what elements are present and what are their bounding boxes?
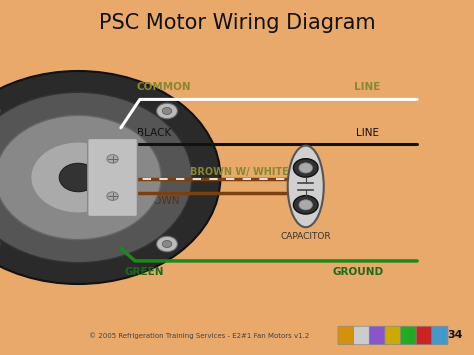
Circle shape (59, 163, 97, 192)
FancyBboxPatch shape (338, 326, 354, 345)
Text: PSC Motor Wiring Diagram: PSC Motor Wiring Diagram (99, 13, 375, 33)
Circle shape (156, 103, 177, 119)
Text: BROWN W/ WHITE: BROWN W/ WHITE (190, 167, 289, 177)
Circle shape (293, 159, 318, 177)
Circle shape (107, 155, 118, 163)
Text: GROUND: GROUND (332, 267, 383, 277)
Text: GREEN: GREEN (125, 267, 164, 277)
Text: © 2005 Refrigeration Training Services - E2#1 Fan Motors v1.2: © 2005 Refrigeration Training Services -… (89, 332, 309, 339)
Text: BLACK: BLACK (137, 128, 171, 138)
Circle shape (156, 236, 177, 252)
FancyBboxPatch shape (401, 326, 417, 345)
Circle shape (162, 108, 172, 115)
Circle shape (0, 71, 220, 284)
Text: BROWN: BROWN (138, 196, 179, 206)
FancyBboxPatch shape (385, 326, 401, 345)
FancyBboxPatch shape (416, 326, 432, 345)
FancyBboxPatch shape (88, 138, 137, 217)
Text: COMMON: COMMON (136, 82, 191, 92)
FancyBboxPatch shape (354, 326, 370, 345)
Circle shape (0, 92, 192, 263)
FancyBboxPatch shape (369, 326, 385, 345)
Circle shape (299, 163, 312, 173)
Circle shape (293, 196, 318, 214)
Circle shape (0, 115, 161, 240)
Circle shape (31, 142, 126, 213)
FancyBboxPatch shape (432, 326, 448, 345)
Text: CAPACITOR: CAPACITOR (281, 231, 331, 241)
Circle shape (107, 192, 118, 200)
Text: 34: 34 (447, 331, 463, 340)
Text: LINE: LINE (356, 128, 379, 138)
Circle shape (299, 200, 312, 210)
Ellipse shape (288, 146, 324, 227)
Circle shape (162, 240, 172, 247)
Text: LINE: LINE (354, 82, 381, 92)
